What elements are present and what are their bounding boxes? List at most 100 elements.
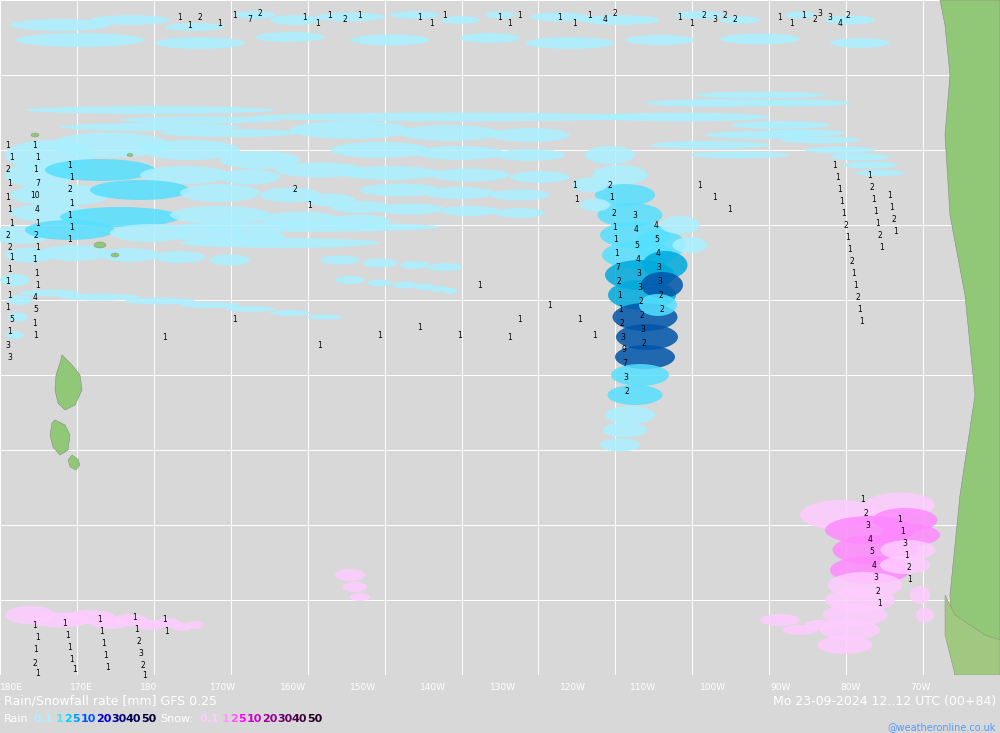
- Text: 3: 3: [828, 12, 832, 21]
- Text: 2: 2: [293, 185, 297, 194]
- Ellipse shape: [100, 248, 160, 262]
- Text: 4: 4: [656, 248, 660, 257]
- Text: 1: 1: [34, 644, 38, 654]
- Text: 1: 1: [852, 268, 856, 278]
- Ellipse shape: [186, 621, 204, 629]
- Text: 1: 1: [68, 643, 72, 652]
- Ellipse shape: [30, 613, 90, 627]
- Text: 3: 3: [818, 9, 822, 18]
- Ellipse shape: [828, 572, 902, 598]
- Text: 2: 2: [878, 230, 882, 240]
- Ellipse shape: [90, 617, 130, 629]
- Text: 10: 10: [247, 714, 262, 724]
- Text: 2: 2: [34, 230, 38, 240]
- Ellipse shape: [805, 620, 835, 630]
- Text: 1: 1: [610, 193, 614, 202]
- Text: 160W: 160W: [280, 682, 306, 691]
- Text: 2: 2: [733, 15, 737, 24]
- Text: 1: 1: [308, 201, 312, 210]
- Ellipse shape: [390, 11, 440, 19]
- Text: 1: 1: [619, 304, 623, 314]
- Text: 4: 4: [636, 254, 640, 263]
- Text: 1: 1: [548, 301, 552, 309]
- Text: 2: 2: [850, 257, 854, 265]
- Text: 2: 2: [6, 230, 10, 240]
- Ellipse shape: [155, 37, 245, 49]
- Text: 9: 9: [622, 345, 626, 355]
- Text: 1: 1: [518, 10, 522, 20]
- Text: 1: 1: [908, 575, 912, 584]
- Ellipse shape: [160, 129, 300, 137]
- Ellipse shape: [350, 34, 430, 45]
- Ellipse shape: [140, 140, 240, 160]
- Ellipse shape: [60, 293, 140, 301]
- Ellipse shape: [350, 593, 370, 601]
- Text: 3: 3: [903, 539, 907, 548]
- Text: 1: 1: [133, 613, 137, 622]
- Ellipse shape: [611, 364, 669, 386]
- Text: 2: 2: [640, 311, 644, 320]
- Ellipse shape: [135, 620, 165, 630]
- Ellipse shape: [705, 131, 815, 139]
- Text: 1: 1: [36, 633, 40, 641]
- Ellipse shape: [916, 608, 934, 622]
- Text: 1: 1: [8, 290, 12, 300]
- Ellipse shape: [510, 171, 570, 183]
- Text: 110W: 110W: [630, 682, 656, 691]
- Ellipse shape: [608, 280, 676, 310]
- Text: 5: 5: [72, 714, 80, 724]
- Ellipse shape: [650, 141, 770, 149]
- Text: 1: 1: [218, 18, 222, 28]
- Text: 50: 50: [307, 714, 322, 724]
- Text: 70W: 70W: [910, 682, 930, 691]
- Ellipse shape: [260, 212, 340, 226]
- Ellipse shape: [31, 133, 39, 137]
- Ellipse shape: [94, 242, 106, 248]
- Text: 7: 7: [623, 358, 627, 367]
- Ellipse shape: [602, 422, 648, 438]
- Ellipse shape: [308, 314, 342, 320]
- Ellipse shape: [25, 220, 115, 240]
- Text: 5: 5: [239, 714, 246, 724]
- Polygon shape: [945, 595, 1000, 675]
- Text: 1: 1: [838, 185, 842, 194]
- Ellipse shape: [635, 230, 685, 260]
- Ellipse shape: [111, 253, 119, 257]
- Text: 2: 2: [870, 183, 874, 191]
- Text: 2: 2: [813, 15, 817, 24]
- Text: 1: 1: [36, 281, 40, 290]
- Ellipse shape: [825, 516, 915, 544]
- Text: 1: 1: [443, 10, 447, 20]
- Text: 1: 1: [874, 207, 878, 216]
- Ellipse shape: [305, 194, 355, 207]
- Ellipse shape: [825, 588, 895, 612]
- Text: 1: 1: [615, 248, 619, 257]
- Text: 1: 1: [836, 172, 840, 182]
- Text: 0.1: 0.1: [200, 714, 220, 724]
- Text: 1: 1: [6, 193, 10, 202]
- Ellipse shape: [392, 281, 418, 289]
- Ellipse shape: [600, 222, 670, 248]
- Text: 1: 1: [833, 161, 837, 169]
- Text: 2: 2: [343, 15, 347, 24]
- Text: 1: 1: [63, 619, 67, 627]
- Text: 2: 2: [892, 215, 896, 224]
- Text: 1: 1: [854, 281, 858, 290]
- Text: 4: 4: [872, 561, 876, 570]
- Text: 3: 3: [621, 333, 625, 342]
- Ellipse shape: [170, 206, 270, 224]
- Text: 170W: 170W: [210, 682, 236, 691]
- Ellipse shape: [805, 147, 875, 153]
- Ellipse shape: [580, 15, 660, 25]
- Ellipse shape: [605, 260, 675, 290]
- Ellipse shape: [415, 284, 435, 290]
- Text: 140W: 140W: [420, 682, 446, 691]
- Text: 1: 1: [33, 621, 37, 630]
- Text: 1: 1: [498, 12, 502, 21]
- Ellipse shape: [330, 142, 430, 158]
- Ellipse shape: [270, 15, 320, 25]
- Text: 20: 20: [96, 714, 111, 724]
- Ellipse shape: [830, 556, 910, 584]
- Text: 1: 1: [98, 614, 102, 624]
- Text: 3: 3: [8, 353, 12, 361]
